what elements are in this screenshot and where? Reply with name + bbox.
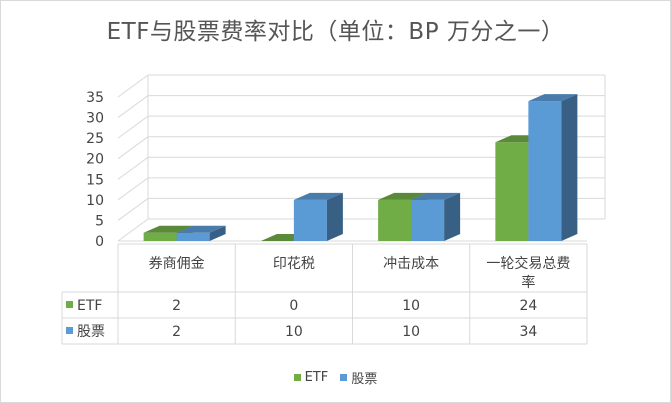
bar-front (176, 232, 210, 241)
table-value: 2 (172, 298, 181, 314)
y-tick-label: 10 (86, 193, 104, 209)
legend: ETF 股票 (0, 368, 671, 387)
bar-front (495, 142, 529, 241)
chart-title: ETF与股票费率对比（单位：BP 万分之一） (106, 19, 565, 45)
y-tick-label: 5 (95, 213, 104, 229)
y-tick-label: 15 (86, 172, 104, 188)
gridline-side (117, 115, 149, 139)
legend-swatch-etf (293, 374, 301, 381)
bars (143, 94, 578, 241)
gridline-side (117, 177, 149, 201)
bar-top (293, 192, 343, 200)
y-tick-label: 20 (86, 152, 104, 168)
gridline-side (117, 198, 149, 221)
legend-label-stock: 股票 (351, 372, 378, 387)
gridline-side (117, 218, 149, 242)
table-value: 2 (172, 324, 181, 340)
bar-stock-1 (293, 192, 343, 241)
gridline-side (117, 95, 149, 118)
category-label: 印花税 (273, 256, 315, 272)
bar-front (528, 101, 562, 241)
y-tick-label: 25 (86, 131, 104, 147)
bar-front (411, 199, 445, 241)
y-tick-label: 35 (86, 90, 104, 106)
table-value: 24 (519, 298, 537, 314)
bar-front (293, 199, 327, 241)
bar-side (209, 225, 226, 241)
gridline-side (117, 156, 149, 180)
table-value: 0 (289, 298, 298, 314)
gridline-side (117, 136, 149, 160)
bar-top (176, 225, 226, 233)
y-tick-label: 0 (95, 234, 104, 250)
category-label: 券商佣金 (149, 256, 205, 272)
table-series-name: ETF (77, 298, 102, 314)
table-series-name: 股票 (77, 324, 105, 340)
legend-item-etf: ETF (293, 370, 329, 385)
gridline-side (117, 74, 149, 98)
category-label: 一轮交易总费 (486, 255, 570, 272)
bar-side (561, 94, 578, 241)
legend-label-etf: ETF (304, 370, 329, 385)
category-label-wrap: 率 (521, 274, 535, 291)
bar-top (143, 225, 193, 233)
bar-top (378, 192, 428, 200)
legend-item-stock: 股票 (340, 368, 377, 387)
table-legend-key (66, 301, 73, 308)
y-axis: 0 5 10 15 20 25 30 35 (86, 90, 104, 250)
bar-stock-2 (411, 192, 461, 241)
table-value: 10 (402, 298, 420, 314)
table-value: 34 (519, 324, 537, 340)
bar-top (411, 192, 461, 200)
table-value: 10 (402, 324, 420, 340)
table-value: 10 (285, 324, 303, 340)
bar-side (444, 192, 461, 241)
bar-front (143, 232, 177, 241)
bar-stock-3 (528, 94, 578, 241)
category-label: 冲击成本 (383, 256, 439, 272)
bar-top (528, 94, 578, 102)
table-legend-key (66, 327, 73, 334)
bar-front (378, 199, 412, 241)
y-tick-label: 30 (86, 111, 104, 127)
legend-swatch-stock (340, 374, 348, 381)
bar-stock-0 (176, 225, 226, 241)
bar-side (326, 192, 343, 241)
